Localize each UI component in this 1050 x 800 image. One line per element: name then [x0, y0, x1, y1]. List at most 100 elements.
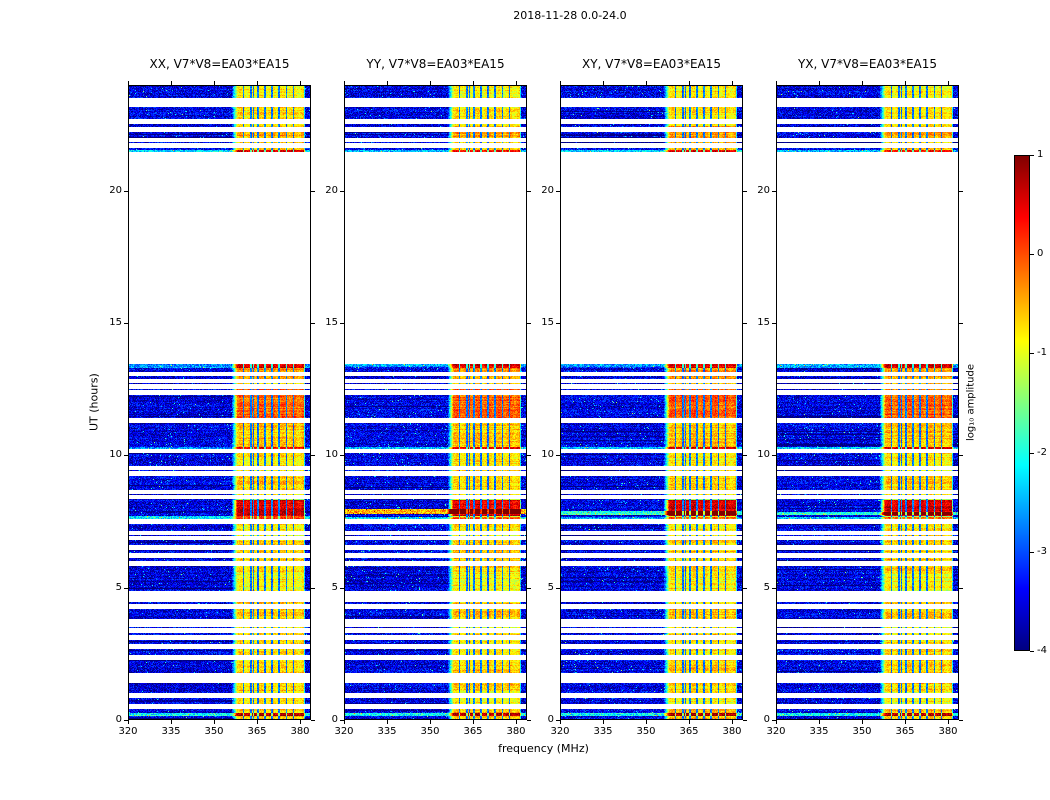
y-tick-label: 15 [757, 317, 770, 328]
y-tick-label: 15 [541, 317, 554, 328]
x-tick-mark [862, 720, 863, 724]
y-tick-mark [311, 191, 315, 192]
y-tick-label: 0 [763, 714, 770, 725]
colorbar-tick-mark [1030, 155, 1034, 156]
y-tick-mark [959, 588, 963, 589]
y-tick-label: 20 [325, 185, 338, 196]
colorbar-tick-label: 1 [1037, 149, 1044, 160]
x-tick-mark [128, 81, 129, 85]
y-tick-label: 5 [547, 582, 554, 593]
colorbar-tick-mark [1030, 254, 1034, 255]
y-tick-label: 15 [109, 317, 122, 328]
y-tick-mark [527, 455, 531, 456]
y-tick-mark [311, 455, 315, 456]
x-tick-mark [560, 720, 561, 724]
y-tick-mark [311, 720, 315, 721]
spectrogram-canvas-yy [344, 85, 527, 720]
x-tick-mark [171, 720, 172, 724]
y-tick-mark [527, 323, 531, 324]
x-tick-mark [344, 720, 345, 724]
colorbar-tick-label: -1 [1037, 347, 1047, 358]
y-tick-label: 5 [331, 582, 338, 593]
x-tick-label: 380 [938, 726, 958, 737]
colorbar-tick-label: -4 [1037, 645, 1047, 656]
spectrogram-canvas-yx [776, 85, 959, 720]
x-tick-mark [473, 720, 474, 724]
x-tick-mark [387, 720, 388, 724]
x-tick-mark [516, 720, 517, 724]
y-tick-mark [743, 588, 747, 589]
panel-title: XX, V7*V8=EA03*EA15 [149, 57, 290, 71]
y-tick-mark [772, 588, 776, 589]
x-tick-mark [732, 81, 733, 85]
y-tick-mark [556, 720, 560, 721]
y-tick-mark [772, 720, 776, 721]
x-tick-label: 365 [247, 726, 267, 737]
y-tick-mark [311, 323, 315, 324]
x-tick-mark [300, 720, 301, 724]
figure-title: 2018-11-28 0.0-24.0 [513, 9, 627, 22]
x-tick-mark [430, 720, 431, 724]
y-tick-mark [340, 455, 344, 456]
y-tick-mark [743, 455, 747, 456]
y-tick-label: 20 [109, 185, 122, 196]
y-tick-mark [772, 455, 776, 456]
panel-title: YY, V7*V8=EA03*EA15 [366, 57, 505, 71]
x-tick-mark [689, 720, 690, 724]
x-tick-label: 335 [161, 726, 181, 737]
y-tick-mark [124, 323, 128, 324]
x-tick-mark [862, 81, 863, 85]
x-tick-mark [776, 720, 777, 724]
y-tick-label: 20 [541, 185, 554, 196]
y-tick-mark [527, 191, 531, 192]
y-tick-label: 10 [757, 449, 770, 460]
y-tick-mark [340, 588, 344, 589]
y-tick-mark [556, 323, 560, 324]
x-tick-mark [689, 81, 690, 85]
y-tick-mark [340, 323, 344, 324]
y-tick-mark [743, 191, 747, 192]
colorbar-tick-label: 0 [1037, 248, 1044, 259]
y-tick-label: 0 [331, 714, 338, 725]
colorbar-tick-mark [1030, 453, 1034, 454]
y-tick-mark [959, 455, 963, 456]
colorbar-tick-mark [1030, 353, 1034, 354]
y-tick-mark [124, 588, 128, 589]
y-tick-mark [340, 191, 344, 192]
x-tick-mark [214, 720, 215, 724]
y-tick-mark [959, 720, 963, 721]
spectrogram-canvas-xy [560, 85, 743, 720]
x-tick-mark [603, 81, 604, 85]
x-tick-mark [819, 81, 820, 85]
x-tick-mark [430, 81, 431, 85]
x-tick-mark [603, 720, 604, 724]
y-tick-label: 5 [115, 582, 122, 593]
x-tick-label: 380 [506, 726, 526, 737]
x-tick-label: 320 [550, 726, 570, 737]
x-axis-label: frequency (MHz) [498, 742, 589, 755]
x-tick-mark [646, 81, 647, 85]
colorbar-tick-mark [1030, 651, 1034, 652]
y-tick-mark [772, 191, 776, 192]
x-tick-label: 365 [679, 726, 699, 737]
x-tick-mark [905, 81, 906, 85]
x-tick-label: 350 [204, 726, 224, 737]
y-tick-mark [959, 191, 963, 192]
y-tick-label: 15 [325, 317, 338, 328]
x-tick-mark [214, 81, 215, 85]
colorbar-label: log₁₀ amplitude [965, 364, 977, 442]
x-tick-mark [344, 81, 345, 85]
x-tick-mark [128, 720, 129, 724]
y-tick-mark [556, 191, 560, 192]
x-tick-mark [776, 81, 777, 85]
y-tick-mark [340, 720, 344, 721]
x-tick-mark [300, 81, 301, 85]
y-axis-label: UT (hours) [87, 373, 101, 432]
colorbar-tick-label: -2 [1037, 447, 1047, 458]
x-tick-mark [560, 81, 561, 85]
y-tick-label: 10 [109, 449, 122, 460]
x-tick-label: 320 [766, 726, 786, 737]
y-tick-mark [124, 720, 128, 721]
x-tick-mark [819, 720, 820, 724]
